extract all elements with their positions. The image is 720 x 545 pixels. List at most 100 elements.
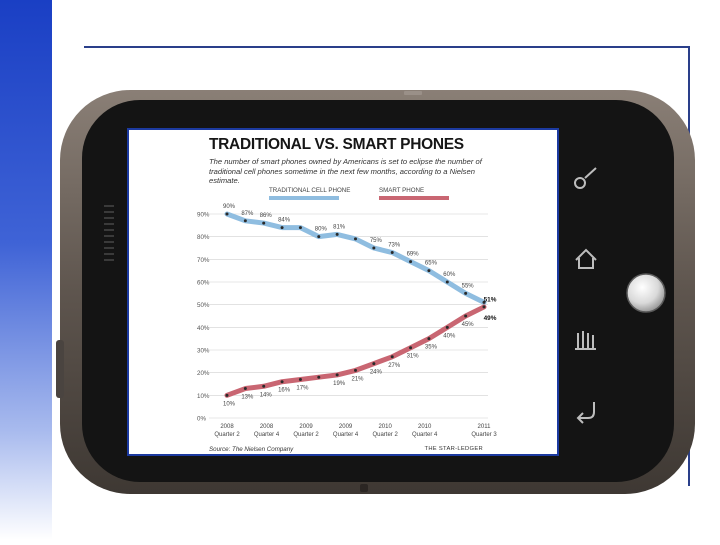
data-label: 24%	[370, 370, 383, 376]
bottom-port	[360, 484, 368, 492]
x-tick-year: 2010	[418, 424, 432, 430]
data-label: 45%	[462, 322, 475, 328]
legend-swatch-smart	[379, 196, 449, 200]
data-label: 16%	[278, 388, 291, 394]
data-label: 31%	[407, 354, 420, 360]
data-label: 75%	[370, 238, 383, 244]
y-tick-label: 40%	[197, 325, 210, 332]
data-point	[225, 393, 229, 397]
x-tick-quarter: Quarter 2	[293, 432, 319, 438]
y-tick-label: 60%	[197, 280, 210, 287]
back-icon[interactable]	[576, 402, 595, 424]
data-point	[464, 291, 468, 295]
data-label: 13%	[241, 395, 254, 401]
data-point	[464, 314, 468, 318]
legend-smart: SMART PHONE	[379, 187, 449, 200]
data-point	[409, 260, 413, 264]
menu-icon[interactable]	[575, 331, 596, 350]
y-tick-label: 70%	[197, 257, 210, 264]
slide-left-accent-bar	[0, 0, 52, 540]
data-label: 10%	[223, 401, 236, 407]
phone-screen: TRADITIONAL VS. SMART PHONES The number …	[127, 128, 559, 456]
data-point	[243, 219, 247, 223]
data-point	[262, 384, 266, 388]
legend-swatch-traditional	[269, 196, 339, 200]
home-icon[interactable]	[575, 248, 597, 269]
data-point	[317, 235, 321, 239]
y-tick-label: 90%	[197, 212, 210, 219]
top-notch	[404, 91, 422, 95]
data-point	[354, 368, 357, 372]
y-tick-label: 80%	[197, 234, 210, 241]
series-line-traditional	[224, 211, 487, 305]
data-label: 14%	[260, 392, 273, 398]
legend-label-smart: SMART PHONE	[379, 187, 425, 194]
data-label: 80%	[315, 227, 328, 233]
speaker-grill	[104, 205, 114, 261]
data-point	[482, 300, 486, 304]
x-tick-quarter: Quarter 4	[412, 432, 438, 438]
x-tick-quarter: Quarter 4	[254, 432, 280, 438]
data-point	[280, 380, 284, 384]
x-tick-year: 2009	[339, 424, 353, 430]
x-tick-year: 2008	[260, 424, 274, 430]
data-label: 84%	[278, 218, 291, 224]
data-label: 21%	[351, 376, 364, 382]
data-label: 17%	[296, 385, 309, 391]
chart-title: TRADITIONAL VS. SMART PHONES	[209, 136, 464, 153]
slide-top-rule	[84, 46, 690, 48]
data-point	[390, 251, 394, 255]
chart-subtitle: The number of smart phones owned by Amer…	[209, 157, 482, 185]
x-tick-year: 2011	[478, 424, 492, 430]
x-tick-year: 2009	[299, 424, 313, 430]
data-point	[243, 387, 247, 391]
data-label: 27%	[388, 363, 401, 369]
data-label: 49%	[484, 315, 497, 322]
data-point	[225, 212, 229, 216]
legend-label-traditional: TRADITIONAL CELL PHONE	[269, 187, 351, 194]
data-point	[335, 373, 339, 377]
x-tick-quarter: Quarter 2	[214, 432, 240, 438]
data-label: 55%	[462, 283, 475, 289]
search-icon[interactable]	[574, 167, 597, 189]
y-tick-label: 50%	[197, 302, 210, 309]
data-point	[262, 221, 266, 225]
x-tick-year: 2008	[220, 424, 234, 430]
data-point	[298, 226, 302, 230]
x-tick-quarter: Quarter 4	[333, 432, 359, 438]
data-label: 60%	[443, 272, 456, 278]
data-point	[427, 269, 431, 273]
y-tick-label: 30%	[197, 348, 210, 355]
y-tick-label: 20%	[197, 370, 210, 377]
data-point	[354, 237, 357, 241]
data-point	[409, 346, 413, 350]
line-chart: 0% 10% 20% 30% 40% 50% 60% 70% 80% 90% 2008 Quarter…	[197, 204, 497, 438]
side-button	[56, 340, 64, 398]
x-tick-quarter: Quarter 2	[372, 432, 398, 438]
y-tick-label: 0%	[197, 416, 206, 423]
chart-credit: THE STAR-LEDGER	[424, 446, 483, 452]
x-tick-year: 2010	[378, 424, 392, 430]
data-label: 81%	[333, 224, 346, 230]
data-label: 73%	[388, 243, 401, 249]
data-point	[335, 232, 339, 236]
data-point	[372, 362, 376, 366]
data-label: 40%	[443, 333, 456, 339]
legend-traditional: TRADITIONAL CELL PHONE	[269, 187, 350, 200]
data-label: 69%	[407, 252, 420, 258]
data-point	[445, 325, 449, 329]
data-label: 35%	[425, 345, 438, 351]
data-point	[298, 377, 302, 381]
data-label: 87%	[241, 211, 254, 217]
data-label: 65%	[425, 261, 438, 267]
data-point	[427, 337, 431, 341]
data-label: 19%	[333, 381, 346, 387]
chart-source: Source: The Nielsen Company	[209, 446, 294, 453]
data-point	[445, 280, 449, 284]
data-point	[482, 305, 486, 309]
data-label: 86%	[260, 213, 273, 219]
trackball[interactable]	[626, 273, 666, 313]
x-tick-quarter: Quarter 3	[471, 432, 497, 438]
y-tick-label: 10%	[197, 393, 210, 400]
